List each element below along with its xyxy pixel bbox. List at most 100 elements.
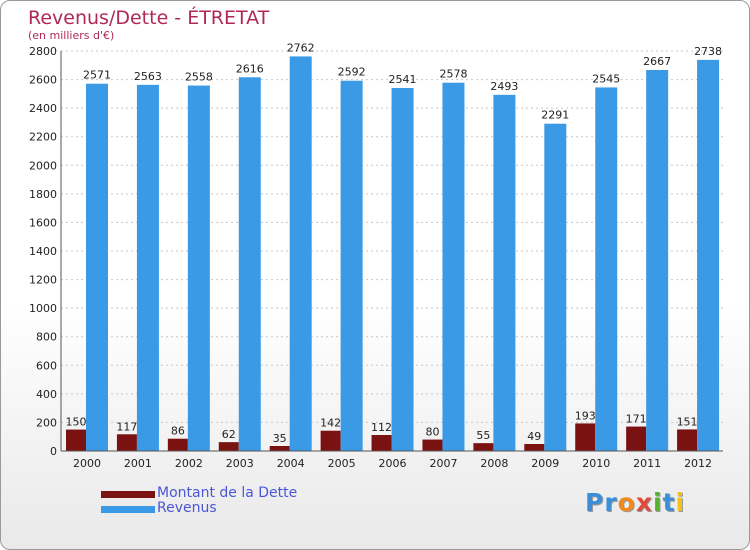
x-tick-label: 2009 [531,457,559,470]
bar-revenus-2002 [187,85,210,452]
y-tick-label: 1000 [29,302,57,315]
logo-letter: x [635,488,653,517]
bar-montant-de-la-dette-2005 [320,430,341,451]
logo-letter: i [653,488,663,517]
x-tick-label: 2004 [277,457,305,470]
bar-montant-de-la-dette-2000 [66,429,86,451]
bar-revenus-2008 [493,94,516,451]
data-label-montant-de-la-dette-2010: 193 [575,409,596,422]
y-tick-label: 1200 [29,274,57,287]
axes [60,51,723,452]
data-label-montant-de-la-dette-2004: 35 [273,432,287,445]
bar-montant-de-la-dette-2007 [422,439,443,451]
x-tick-label: 2001 [124,457,152,470]
x-tick-label: 2008 [480,457,508,470]
x-tick-label: 2007 [429,457,457,470]
bar-montant-de-la-dette-2011 [626,426,647,451]
y-tick-label: 2600 [29,74,57,87]
legend-label-dette: Montant de la Dette [157,485,298,501]
data-label-revenus-2009: 2291 [541,109,569,122]
bar-revenus-2010 [595,87,618,451]
legend-swatch-dette [101,491,155,498]
bar-montant-de-la-dette-2012 [677,429,698,451]
data-label-revenus-2000: 2571 [83,69,111,82]
data-label-montant-de-la-dette-2001: 117 [116,420,137,433]
data-label-montant-de-la-dette-2003: 62 [222,428,236,441]
y-tick-label: 0 [50,445,57,458]
y-tick-label: 2400 [29,102,57,115]
x-tick-label: 2012 [684,457,712,470]
y-tick-label: 400 [36,388,57,401]
y-tick-label: 2800 [29,45,57,58]
data-label-revenus-2001: 2563 [134,70,162,83]
legend-swatch-revenus [101,506,155,513]
data-label-revenus-2012: 2738 [694,45,722,58]
data-label-montant-de-la-dette-2005: 142 [320,417,341,430]
bar-montant-de-la-dette-2004 [269,446,290,451]
data-label-revenus-2007: 2578 [439,68,467,81]
bar-revenus-2000 [86,83,108,451]
bar-revenus-2007 [442,82,465,451]
data-label-revenus-2004: 2762 [287,41,315,54]
bar-montant-de-la-dette-2001 [116,434,137,451]
bars [66,56,720,452]
bar-montant-de-la-dette-2002 [167,438,188,451]
data-label-montant-de-la-dette-2006: 112 [371,421,392,434]
x-tick-label: 2010 [582,457,610,470]
y-tick-label: 800 [36,331,57,344]
x-tick-label: 2011 [633,457,661,470]
bar-revenus-2009 [544,123,567,451]
legend-label-revenus: Revenus [157,500,217,516]
logo-letter: P [585,488,605,517]
chart-title: Revenus/Dette - ÉTRETAT [28,7,270,29]
x-tick-label: 2003 [226,457,254,470]
logo-letter: o [617,488,636,517]
data-label-montant-de-la-dette-2002: 86 [171,425,185,438]
x-tick-label: 2000 [73,457,101,470]
bar-montant-de-la-dette-2006 [371,435,392,451]
logo-letter: t [662,488,676,517]
data-label-montant-de-la-dette-2011: 171 [626,413,647,426]
bar-revenus-2001 [136,84,159,451]
logo-letter: r [604,488,618,517]
y-tick-label: 2200 [29,131,57,144]
bar-revenus-2003 [238,77,261,452]
data-label-montant-de-la-dette-2007: 80 [425,426,439,439]
bar-montant-de-la-dette-2009 [524,444,545,451]
bar-montant-de-la-dette-2010 [575,423,596,451]
bar-revenus-2006 [391,88,414,451]
logo-letter: i [675,488,686,517]
data-label-revenus-2008: 2493 [490,80,518,93]
bar-revenus-2005 [340,80,363,451]
data-label-revenus-2010: 2545 [592,72,620,85]
chart-unit-label: (en milliers d'€) [28,29,115,42]
y-tick-label: 2000 [29,159,57,172]
proxiti-logo: Proxiti [585,488,685,517]
data-label-montant-de-la-dette-2012: 151 [677,415,698,428]
bar-montant-de-la-dette-2003 [218,442,239,451]
bar-montant-de-la-dette-2008 [473,443,494,451]
x-tick-label: 2005 [328,457,356,470]
data-label-revenus-2005: 2592 [338,66,366,79]
data-label-revenus-2002: 2558 [185,71,213,84]
bar-revenus-2012 [697,59,720,451]
data-label-revenus-2003: 2616 [236,62,264,75]
data-labels: 150 2571 117 2563 86 2558 62 2616 35 2762 142 2592 1… [66,41,723,445]
data-label-revenus-2006: 2541 [389,73,417,86]
data-label-montant-de-la-dette-2000: 150 [66,416,87,429]
x-tick-labels: 2000 2001 2002 2003 2004 2005 2006 2007 2008 2009… [73,457,712,470]
x-tick-label: 2002 [175,457,203,470]
y-tick-label: 1800 [29,188,57,201]
bar-revenus-2004 [289,56,312,452]
y-tick-label: 600 [36,359,57,372]
x-tick-label: 2006 [379,457,407,470]
y-tick-label: 1600 [29,216,57,229]
y-tick-label: 200 [36,416,57,429]
data-label-montant-de-la-dette-2009: 49 [527,430,541,443]
data-label-montant-de-la-dette-2008: 55 [476,429,490,442]
y-tick-labels: 0 200 400 600 800 1000 1200 1400 1600 1800 2000 220… [29,45,57,458]
data-label-revenus-2011: 2667 [643,55,671,68]
bar-revenus-2011 [646,70,669,451]
